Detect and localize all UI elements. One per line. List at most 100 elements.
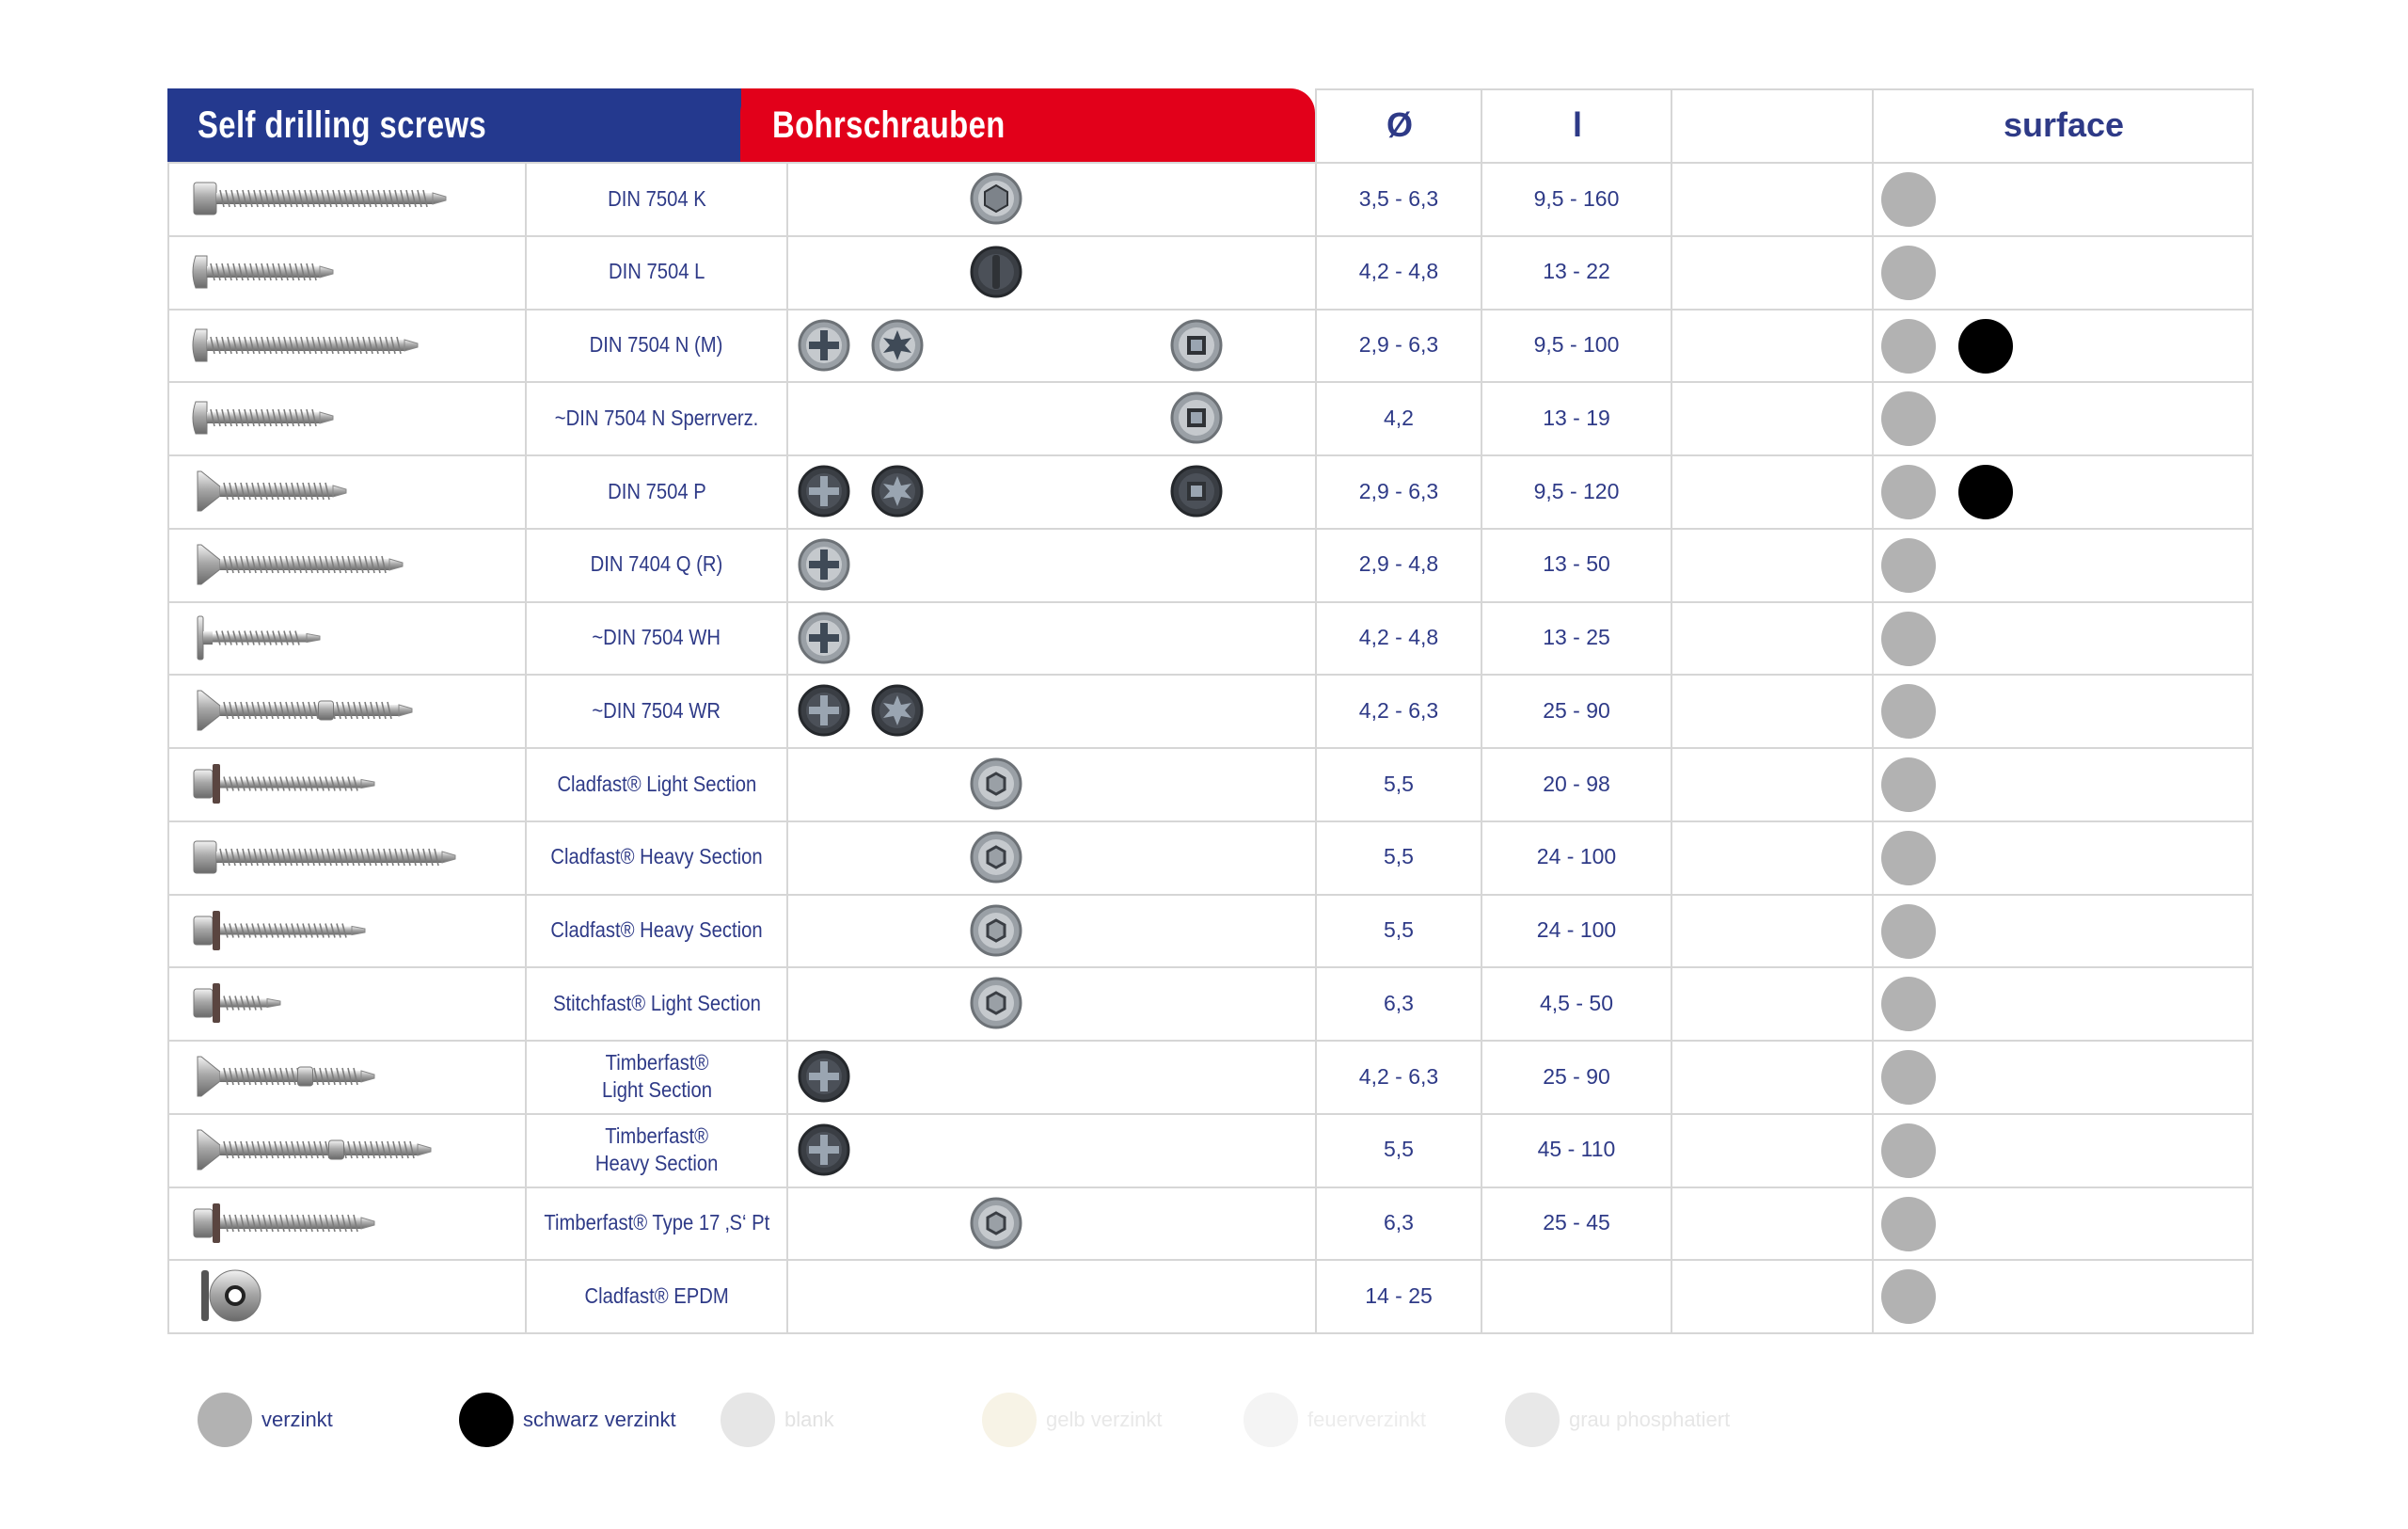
legend-label: grau phosphatiert xyxy=(1569,1408,1731,1431)
surface-schwarz-verzinkt-swatch xyxy=(1958,465,2013,519)
diameter-value: 3,5 - 6,3 xyxy=(1358,185,1439,211)
length-value xyxy=(1482,1259,1671,1332)
surface-verzinkt-swatch xyxy=(1881,1050,1936,1105)
diameter-value: 14 - 25 xyxy=(1365,1282,1433,1308)
screw-image xyxy=(177,1190,459,1261)
legend-label: schwarz verzinkt xyxy=(523,1408,676,1431)
grid-line xyxy=(167,674,2254,677)
grid-line xyxy=(786,162,788,1332)
screw-name: Cladfast® Light Section xyxy=(527,747,786,820)
surface-verzinkt-swatch xyxy=(1881,1123,1936,1178)
length-value: 13 - 22 xyxy=(1543,259,1610,284)
table-row: ~DIN 7504 WH 4,2 - 4,8 13 - 25 xyxy=(167,601,2254,675)
grid-line xyxy=(167,1332,2254,1334)
hex-washer-head-icon xyxy=(970,1197,1022,1250)
screw-name-line: ~DIN 7504 WR xyxy=(592,697,721,723)
screw-image xyxy=(177,605,459,676)
diameter-value: 4,2 - 4,8 xyxy=(1358,625,1439,649)
surface-verzinkt-swatch xyxy=(1881,1196,1936,1251)
grid-line xyxy=(167,1040,2254,1042)
surface-verzinkt-swatch xyxy=(1881,611,1936,666)
table-row: Timberfast® Heavy Section 5,5 45 - 110 xyxy=(167,1113,2254,1187)
screw-name: DIN 7404 Q (R) xyxy=(527,528,786,601)
screw-name-line: Cladfast® EPDM xyxy=(584,1282,729,1308)
legend-label: feuerverzinkt xyxy=(1307,1408,1426,1431)
screw-name: Timberfast® Heavy Section xyxy=(527,1113,786,1187)
legend-swatch xyxy=(982,1393,1037,1447)
col-length-header: l xyxy=(1572,105,1582,144)
table-row: Cladfast® EPDM 14 - 25 xyxy=(167,1259,2254,1332)
table-row: Timberfast® Light Section 4,2 - 6,3 25 - 90 xyxy=(167,1040,2254,1113)
grid-line xyxy=(167,1259,2254,1262)
length-value: 25 - 45 xyxy=(1543,1210,1610,1234)
phillips-head-icon xyxy=(798,612,850,664)
header-banner-blue xyxy=(167,88,769,162)
surface-verzinkt-swatch xyxy=(1881,391,1936,447)
diameter-value: 4,2 - 6,3 xyxy=(1358,1063,1439,1089)
surface-verzinkt-swatch xyxy=(1881,757,1936,812)
screw-name: Timberfast® Type 17 ‚S‘ Pt xyxy=(527,1187,786,1260)
phillips-head-icon xyxy=(798,684,850,737)
length-value: 20 - 98 xyxy=(1543,771,1610,796)
screw-name-line: Heavy Section xyxy=(594,1150,719,1175)
table-row: DIN 7504 L 4,2 - 4,8 13 - 22 xyxy=(167,235,2254,309)
length-value: 4,5 - 50 xyxy=(1540,990,1613,1015)
phillips-head-icon xyxy=(798,1123,850,1176)
diameter-value: 4,2 - 6,3 xyxy=(1358,697,1439,723)
screw-name: ~DIN 7504 N Sperrverz. xyxy=(527,381,786,454)
grid-line xyxy=(167,234,2254,237)
screw-name-line: Cladfast® Light Section xyxy=(557,771,756,796)
diameter-value: 5,5 xyxy=(1384,771,1414,796)
surface-verzinkt-swatch xyxy=(1881,684,1936,740)
table-row: ~DIN 7504 WR 4,2 - 6,3 25 - 90 xyxy=(167,674,2254,747)
table-row: Stitchfast® Light Section 6,3 4,5 - 50 xyxy=(167,966,2254,1040)
screw-name-line: Stitchfast® Light Section xyxy=(552,990,761,1015)
screw-image xyxy=(177,751,459,821)
legend-swatch xyxy=(721,1393,775,1447)
slotted-head-icon xyxy=(970,246,1022,298)
grid-line xyxy=(167,747,2254,749)
grid-line xyxy=(167,600,2254,603)
length-value: 25 - 90 xyxy=(1543,697,1610,723)
table-row: Cladfast® Heavy Section 5,5 24 - 100 xyxy=(167,820,2254,894)
diameter-value: 5,5 xyxy=(1384,917,1414,942)
surface-verzinkt-swatch xyxy=(1881,830,1936,885)
hex-washer-head-icon xyxy=(970,977,1022,1029)
screw-image xyxy=(177,1043,459,1114)
title-en: Self drilling screws xyxy=(198,104,487,146)
diameter-value: 2,9 - 4,8 xyxy=(1358,551,1439,577)
screw-name-line: Cladfast® Heavy Section xyxy=(550,917,763,942)
screw-name: Stitchfast® Light Section xyxy=(527,966,786,1040)
grid-line xyxy=(167,308,2254,311)
screw-image xyxy=(177,385,459,455)
legend-label: verzinkt xyxy=(261,1408,333,1431)
length-value: 13 - 25 xyxy=(1543,625,1610,649)
grid-line xyxy=(1315,88,2254,90)
table-row: Cladfast® Light Section 5,5 20 - 98 xyxy=(167,747,2254,820)
surface-verzinkt-swatch xyxy=(1881,465,1936,519)
phillips-head-icon xyxy=(798,319,850,372)
screw-name: Timberfast® Light Section xyxy=(527,1040,786,1113)
screw-image xyxy=(177,239,459,310)
screw-image xyxy=(177,970,459,1041)
diameter-value: 6,3 xyxy=(1384,990,1414,1015)
grid-line xyxy=(167,454,2254,456)
screw-name: Cladfast® Heavy Section xyxy=(527,894,786,967)
table-row: Cladfast® Heavy Section 5,5 24 - 100 xyxy=(167,894,2254,967)
length-value: 24 - 100 xyxy=(1536,844,1617,869)
grid-line xyxy=(167,1112,2254,1115)
diameter-value: 6,3 xyxy=(1384,1210,1414,1234)
screw-name: DIN 7504 L xyxy=(527,235,786,309)
screw-table: Self drilling screws Bohrschrauben Ø l s… xyxy=(167,88,2254,1334)
grid-line xyxy=(167,162,169,1332)
legend-swatch xyxy=(198,1393,252,1447)
surface-verzinkt-swatch xyxy=(1881,1269,1936,1325)
surface-verzinkt-swatch xyxy=(1881,172,1936,227)
diameter-value: 2,9 - 6,3 xyxy=(1358,478,1439,503)
table-row: DIN 7504 P 2,9 - 6,3 9,5 - 120 xyxy=(167,454,2254,528)
surface-verzinkt-swatch xyxy=(1881,318,1936,374)
screw-image xyxy=(177,824,459,895)
screw-name-line: Light Section xyxy=(601,1077,712,1102)
legend-swatch xyxy=(459,1393,514,1447)
col-diameter-header: Ø xyxy=(1386,105,1413,144)
